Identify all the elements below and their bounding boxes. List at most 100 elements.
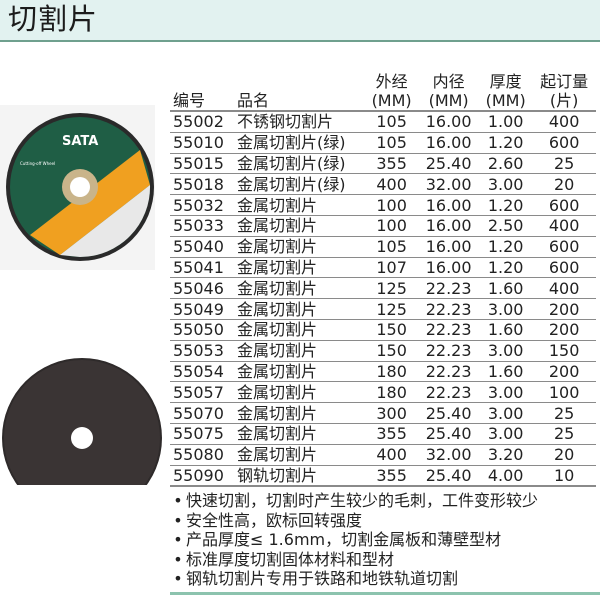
black-cutting-disc-image [2, 358, 162, 518]
cell-inner-diameter: 16.00 [418, 132, 480, 154]
table-row: 55057 金属切割片 180 22.23 3.00 100 [170, 381, 596, 404]
cell-min-order: 100 [532, 381, 596, 404]
cell-min-order: 600 [532, 132, 596, 154]
cell-inner-diameter: 22.23 [418, 277, 480, 300]
cell-code: 55032 [170, 194, 237, 216]
cell-outer-diameter: 100 [365, 194, 419, 216]
feature-item: 快速切割，切割时产生较少的毛刺，工件变形较少 [170, 491, 538, 511]
cell-name: 金属切割片 [237, 361, 365, 383]
cell-min-order: 10 [532, 465, 596, 488]
cell-thickness: 1.20 [479, 236, 533, 258]
cell-inner-diameter: 32.00 [418, 444, 480, 466]
cell-code: 55010 [170, 132, 237, 154]
cell-inner-diameter: 16.00 [418, 236, 480, 258]
cell-code: 55002 [170, 111, 237, 133]
cell-min-order: 20 [532, 444, 596, 466]
cell-outer-diameter: 355 [365, 465, 419, 488]
cell-thickness: 1.00 [479, 111, 533, 133]
cell-inner-diameter: 25.40 [418, 423, 480, 445]
cell-min-order: 200 [532, 319, 596, 341]
cell-outer-diameter: 355 [365, 423, 419, 445]
cell-min-order: 200 [532, 361, 596, 383]
cell-code: 55040 [170, 236, 237, 258]
cell-name: 金属切割片 [237, 298, 365, 320]
cell-thickness: 1.60 [479, 277, 533, 300]
cell-outer-diameter: 125 [365, 277, 419, 300]
cell-name: 金属切割片 [237, 340, 365, 362]
cell-code: 55053 [170, 340, 237, 362]
cell-outer-diameter: 105 [365, 236, 419, 258]
cell-name: 金属切割片(绿) [237, 173, 365, 196]
cell-min-order: 25 [532, 402, 596, 424]
cell-name: 金属切割片 [237, 277, 365, 300]
cell-outer-diameter: 125 [365, 298, 419, 320]
cell-inner-diameter: 16.00 [418, 215, 480, 237]
cell-code: 55080 [170, 444, 237, 466]
cell-thickness: 3.20 [479, 444, 533, 466]
cell-thickness: 1.60 [479, 361, 533, 383]
cell-inner-diameter: 22.23 [418, 340, 480, 362]
table-row: 55041 金属切割片 107 16.00 1.20 600 [170, 257, 596, 279]
table-row: 55032 金属切割片 100 16.00 1.20 600 [170, 194, 596, 216]
feature-item: 标准厚度切割固体材料和型材 [170, 550, 538, 570]
table-row: 55075 金属切割片 355 25.40 3.00 25 [170, 423, 596, 445]
header-code: 编号 [173, 91, 206, 110]
header-min-order: 起订量 (片) [540, 72, 589, 110]
cell-outer-diameter: 105 [365, 132, 419, 154]
header-outer-diameter: 外经 (MM) [371, 72, 412, 110]
cell-outer-diameter: 180 [365, 361, 419, 383]
cell-min-order: 400 [532, 111, 596, 133]
cell-code: 55018 [170, 173, 237, 196]
cell-code: 55033 [170, 215, 237, 237]
table-row: 55033 金属切割片 100 16.00 2.50 400 [170, 215, 596, 237]
feature-item: 安全性高，欧标回转强度 [170, 511, 538, 531]
cell-min-order: 400 [532, 215, 596, 237]
table-row: 55054 金属切割片 180 22.23 1.60 200 [170, 361, 596, 383]
cell-name: 金属切割片 [237, 402, 365, 424]
cell-name: 金属切割片(绿) [237, 132, 365, 154]
table-header-row: 编号 品名 外经 (MM) 内径 (MM) 厚度 (MM) 起订量 (片) [170, 62, 596, 111]
cell-outer-diameter: 400 [365, 444, 419, 466]
cell-name: 不锈钢切割片 [237, 111, 365, 133]
page-header: 切割片 [0, 0, 600, 42]
cell-thickness: 3.00 [479, 423, 533, 445]
cell-code: 55015 [170, 153, 237, 175]
cell-inner-diameter: 16.00 [418, 257, 480, 279]
cell-inner-diameter: 25.40 [418, 153, 480, 175]
cell-outer-diameter: 100 [365, 215, 419, 237]
product-images: SATA Cutting-off Wheel [0, 105, 170, 518]
cell-outer-diameter: 150 [365, 319, 419, 341]
cell-code: 55090 [170, 465, 237, 488]
green-cutting-disc-image: SATA Cutting-off Wheel [0, 105, 155, 270]
cell-code: 55049 [170, 298, 237, 320]
cell-thickness: 3.00 [479, 381, 533, 404]
cell-code: 55057 [170, 381, 237, 404]
cell-inner-diameter: 22.23 [418, 298, 480, 320]
cell-min-order: 600 [532, 236, 596, 258]
cell-code: 55070 [170, 402, 237, 424]
table-row: 55015 金属切割片(绿) 355 25.40 2.60 25 [170, 153, 596, 175]
cell-name: 金属切割片 [237, 236, 365, 258]
cell-thickness: 1.20 [479, 194, 533, 216]
cell-inner-diameter: 22.23 [418, 381, 480, 404]
cell-outer-diameter: 180 [365, 381, 419, 404]
cell-name: 金属切割片 [237, 319, 365, 341]
table-row: 55070 金属切割片 300 25.40 3.00 25 [170, 402, 596, 424]
svg-text:Cutting-off Wheel: Cutting-off Wheel [20, 161, 55, 166]
feature-item: 产品厚度≤ 1.6mm，切割金属板和薄壁型材 [170, 530, 538, 550]
cell-thickness: 1.20 [479, 132, 533, 154]
cell-outer-diameter: 355 [365, 153, 419, 175]
cell-min-order: 20 [532, 173, 596, 196]
cell-thickness: 3.00 [479, 173, 533, 196]
cell-name: 钢轨切割片 [237, 465, 365, 488]
cell-thickness: 1.20 [479, 257, 533, 279]
cell-min-order: 200 [532, 298, 596, 320]
table-row: 55050 金属切割片 150 22.23 1.60 200 [170, 319, 596, 341]
cell-min-order: 25 [532, 423, 596, 445]
cell-inner-diameter: 25.40 [418, 402, 480, 424]
header-name: 品名 [237, 91, 270, 110]
cell-code: 55054 [170, 361, 237, 383]
table-row: 55090 钢轨切割片 355 25.40 4.00 10 [170, 465, 596, 488]
cell-code: 55075 [170, 423, 237, 445]
table-row: 55002 不锈钢切割片 105 16.00 1.00 400 [170, 111, 596, 133]
